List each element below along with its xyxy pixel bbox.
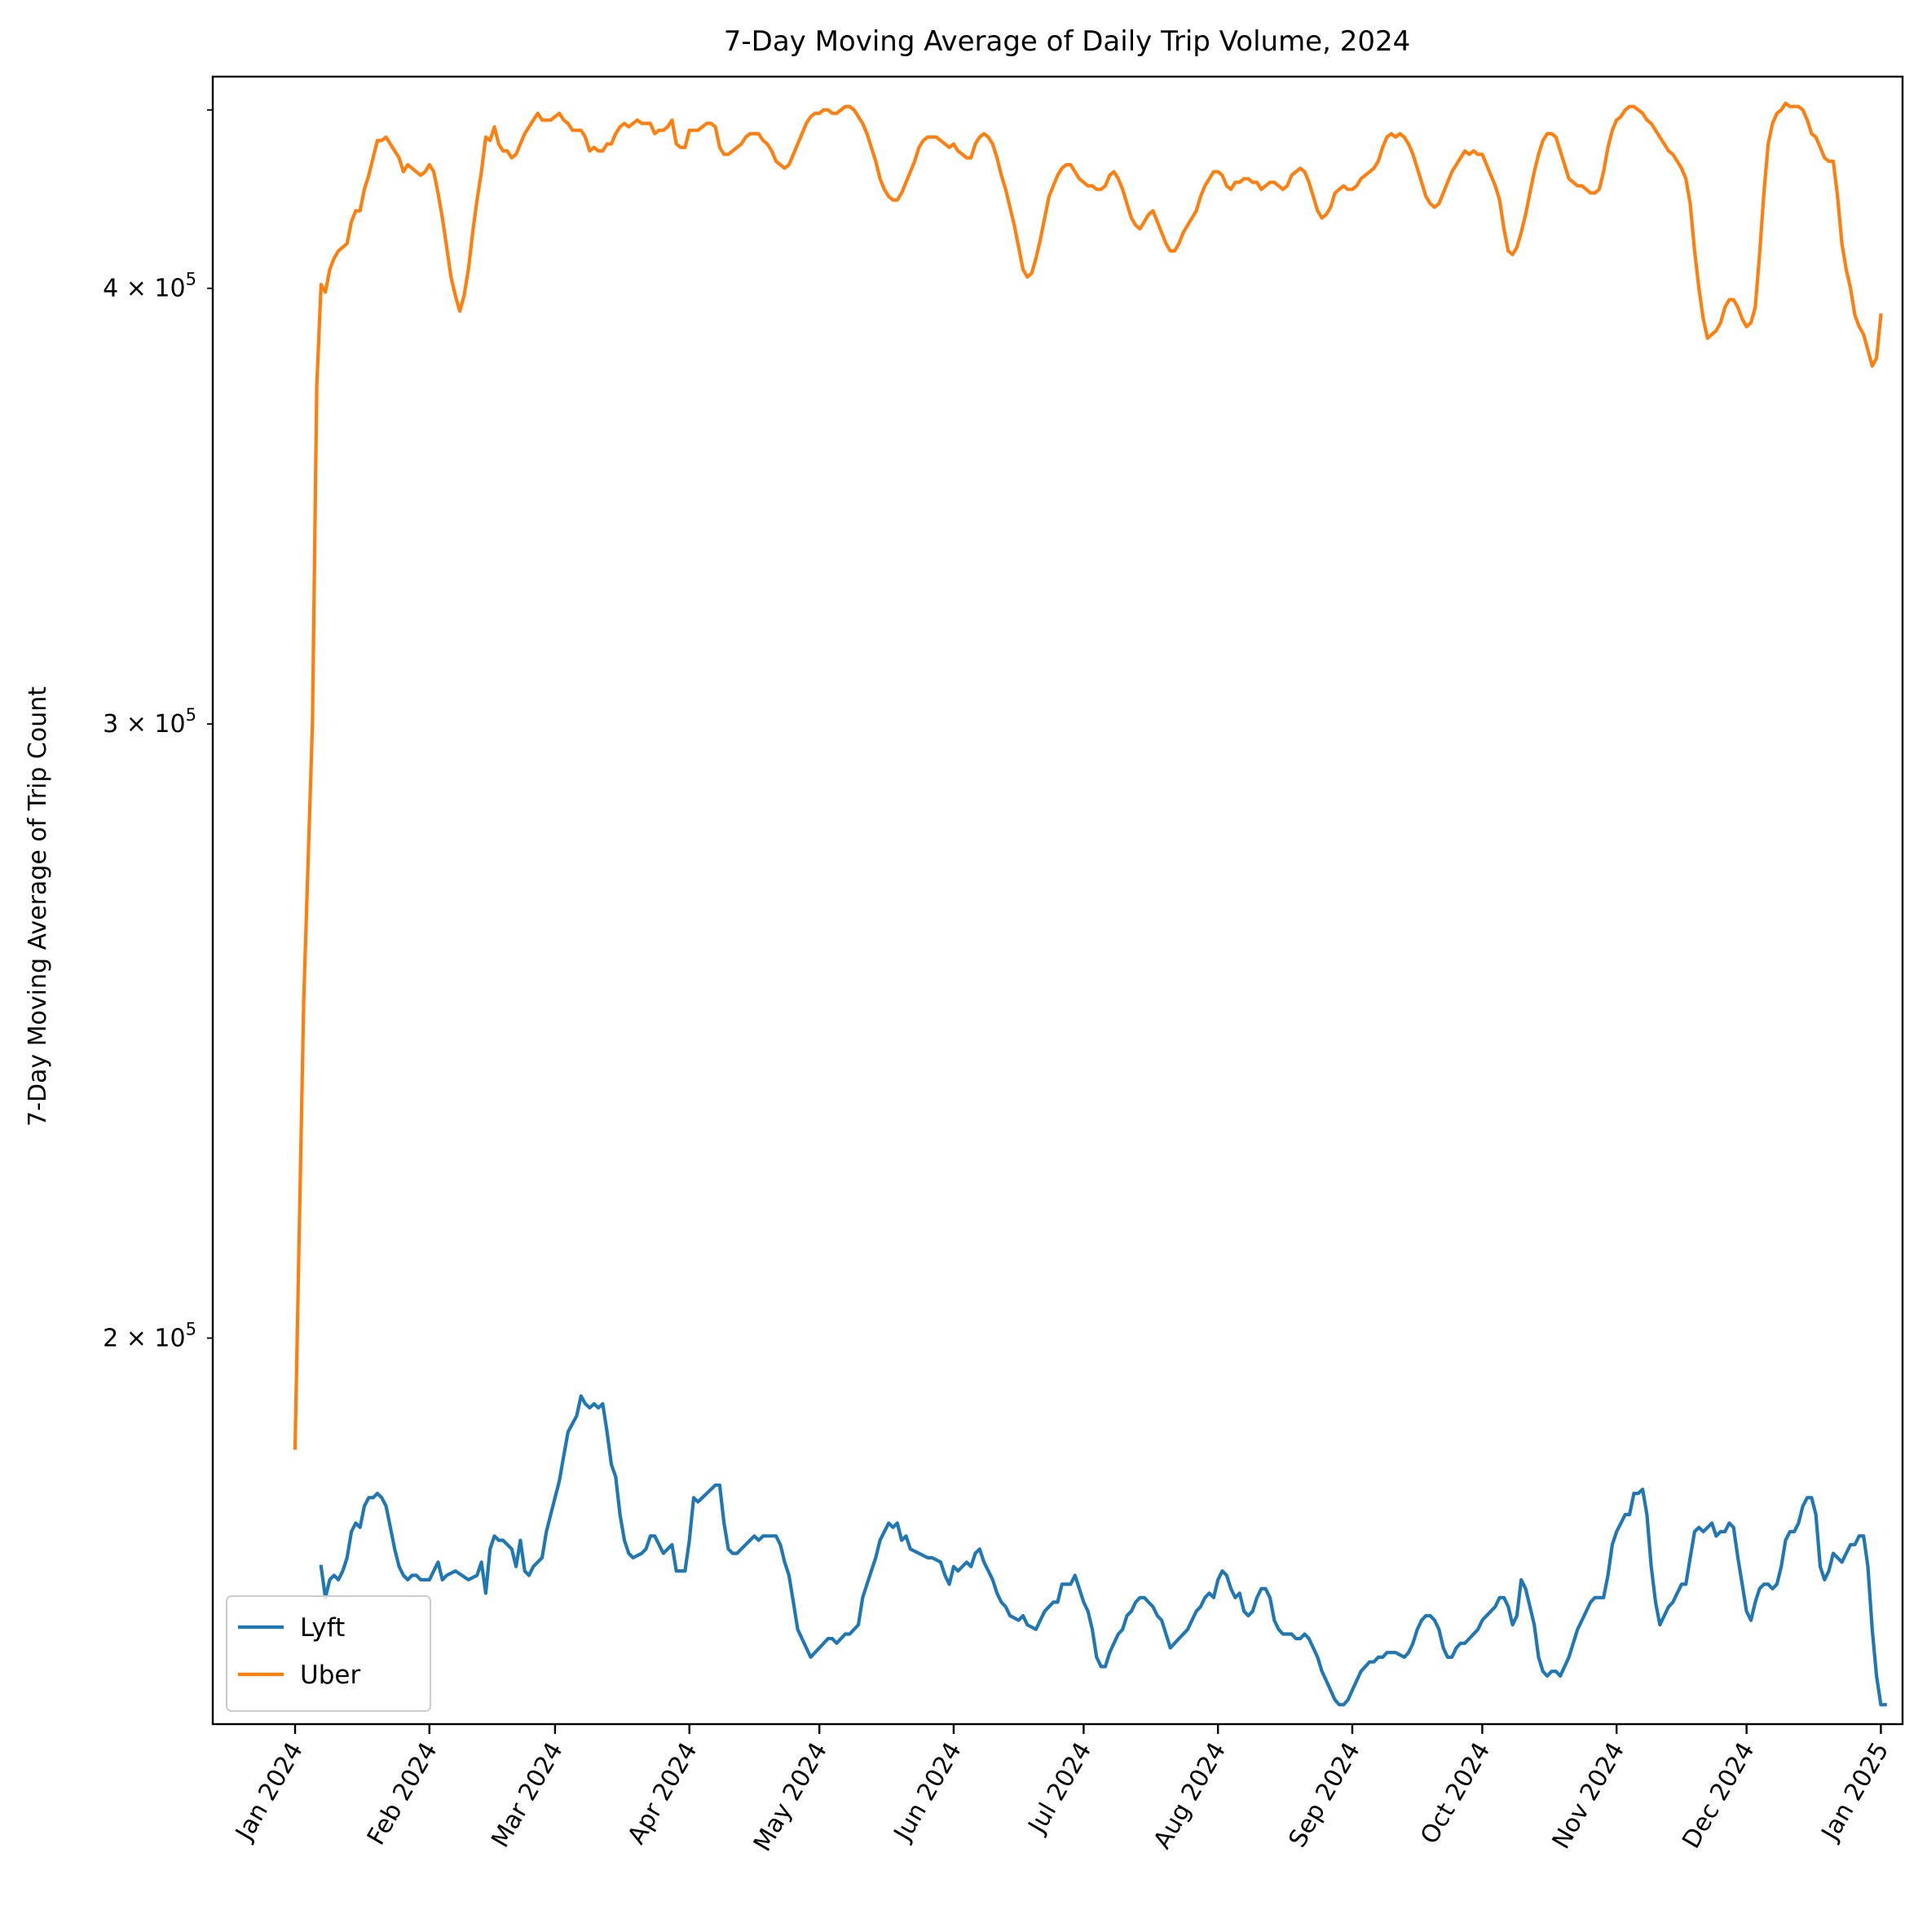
legend: Lyft Uber xyxy=(226,1595,431,1712)
series-line-lyft xyxy=(319,1394,1887,1707)
y-tick-label: 4 × 105 xyxy=(103,270,196,303)
legend-label-lyft: Lyft xyxy=(300,1613,345,1643)
legend-box xyxy=(226,1595,431,1712)
y-tick-label: 2 × 105 xyxy=(103,1319,196,1352)
series-layer xyxy=(293,101,1887,1707)
legend-label-uber: Uber xyxy=(300,1661,360,1690)
y-axis: 2 × 105 3 × 105 4 × 105 xyxy=(103,108,213,1352)
plot-area-frame xyxy=(211,75,1904,1726)
y-tick-label: 3 × 105 xyxy=(103,705,196,739)
y-axis-label: 7-Day Moving Average of Trip Count xyxy=(24,686,52,1127)
chart-title: 7-Day Moving Average of Daily Trip Volum… xyxy=(724,25,1411,58)
series-line-uber xyxy=(293,101,1883,1450)
